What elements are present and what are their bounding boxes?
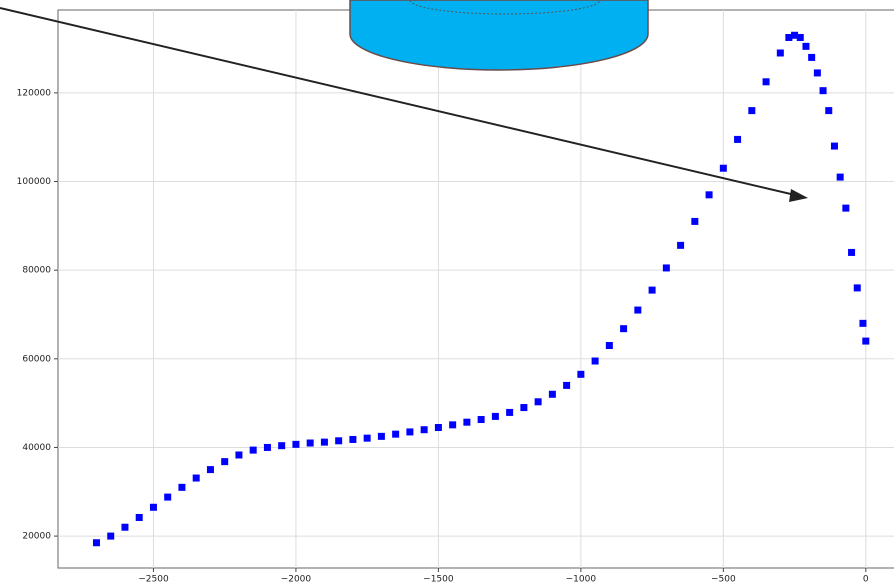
point: [477, 416, 485, 424]
point: [776, 49, 784, 57]
point: [848, 248, 856, 256]
y-tick-label: 100000: [17, 177, 52, 187]
point: [249, 446, 257, 454]
point: [808, 53, 816, 61]
point: [221, 458, 229, 466]
point: [796, 33, 804, 41]
point: [463, 418, 471, 426]
point: [842, 204, 850, 212]
x-tick-label: −1500: [423, 575, 454, 585]
x-tick-label: −2500: [138, 575, 169, 585]
point: [691, 217, 699, 225]
point: [121, 523, 129, 531]
point: [836, 173, 844, 181]
point: [662, 264, 670, 272]
point: [420, 426, 428, 434]
y-tick-label: 120000: [17, 88, 52, 98]
point: [335, 437, 343, 445]
point: [813, 69, 821, 77]
point: [548, 390, 556, 398]
point: [802, 42, 810, 50]
point: [825, 107, 833, 115]
point: [634, 306, 642, 314]
x-tick-label: 0: [863, 575, 869, 585]
arrow: [0, 7, 808, 202]
x-tick-label: −2000: [281, 575, 312, 585]
point: [785, 33, 793, 41]
point: [292, 440, 300, 448]
point: [206, 466, 214, 474]
point: [363, 434, 371, 442]
point: [648, 286, 656, 294]
point: [677, 241, 685, 249]
point: [719, 164, 727, 172]
y-tick-label: 20000: [22, 532, 51, 542]
cylinder: [349, 0, 649, 71]
point: [620, 325, 628, 333]
point: [449, 421, 457, 429]
point: [577, 370, 585, 378]
point: [320, 438, 328, 446]
point: [306, 439, 314, 447]
point: [406, 428, 414, 436]
point: [178, 483, 186, 491]
point: [791, 31, 799, 39]
point: [563, 381, 571, 389]
point: [506, 408, 514, 416]
point: [819, 87, 827, 95]
point: [862, 337, 870, 345]
point: [278, 442, 286, 450]
point: [491, 412, 499, 420]
point: [235, 451, 243, 459]
point: [392, 430, 400, 438]
point: [748, 107, 756, 115]
point: [734, 135, 742, 143]
point: [605, 342, 613, 350]
point: [377, 432, 385, 440]
point: [591, 357, 599, 365]
point: [164, 493, 172, 501]
plot-layer: −2500 −2000 −1500 −1000 −500 0 20000 40000 60000…: [17, 10, 894, 585]
point: [263, 443, 271, 451]
point: [349, 435, 357, 443]
point: [534, 398, 542, 406]
y-tick-label: 80000: [22, 266, 51, 276]
point: [762, 78, 770, 86]
x-tick-label: −500: [711, 575, 736, 585]
point: [853, 284, 861, 292]
point: [520, 404, 528, 412]
y-tick-label: 60000: [22, 354, 51, 364]
point: [705, 191, 713, 199]
y-tick-label: 40000: [22, 443, 51, 453]
point: [92, 539, 100, 547]
point: [192, 474, 200, 482]
point: [859, 319, 867, 327]
point: [107, 532, 115, 540]
point: [149, 503, 157, 511]
x-tick-label: −1000: [566, 575, 597, 585]
point: [434, 424, 442, 432]
point: [830, 142, 838, 150]
point: [135, 513, 143, 521]
